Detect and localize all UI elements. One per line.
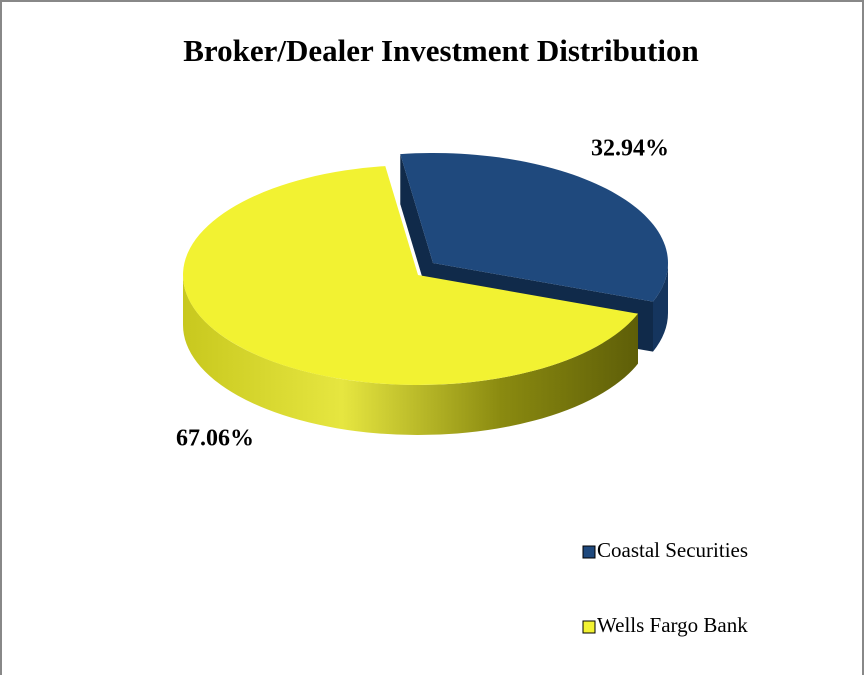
slice-wall	[400, 154, 433, 313]
legend-swatch	[582, 545, 596, 559]
legend-label: Wells Fargo Bank	[597, 613, 748, 637]
slice-side	[652, 263, 668, 352]
slice-top	[400, 152, 668, 302]
legend-swatch	[582, 620, 596, 634]
legend-label: Coastal Securities	[597, 538, 748, 562]
data-label: 67.06%	[176, 426, 254, 452]
slice-top	[182, 166, 638, 385]
data-label: 32.94%	[591, 136, 669, 162]
chart-title: Broker/Dealer Investment Distribution	[183, 33, 698, 68]
slice-side	[183, 275, 638, 435]
